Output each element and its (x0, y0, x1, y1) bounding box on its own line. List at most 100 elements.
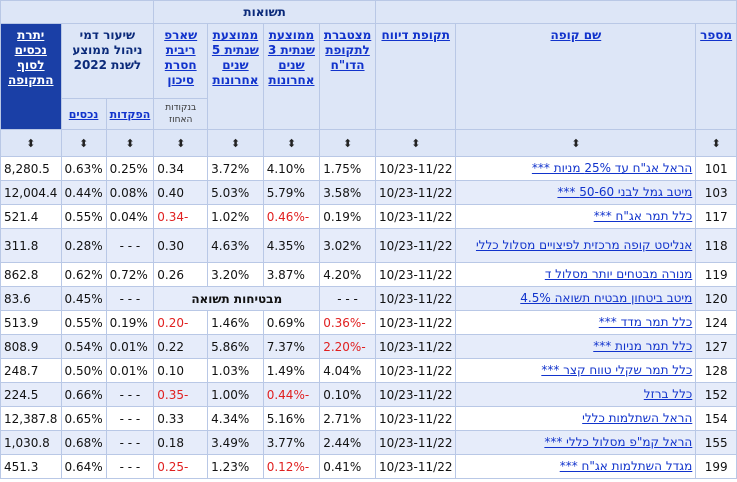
fund-name-link[interactable]: מיטב גמל לבני 50-60 *** (455, 180, 697, 205)
fund-number: 103 (695, 180, 737, 205)
sort-icon[interactable]: ⬍ (0, 129, 62, 157)
mgmt-fee-deposits: - - - (105, 228, 155, 263)
report-period: 10/23-11/22 (374, 180, 457, 205)
fund-name-text[interactable]: הראל אג"ח עד 25% מניות *** (531, 161, 693, 175)
fund-name-text[interactable]: מיטב ביטחון מבטיח תשואה 4.5% (520, 291, 693, 305)
asset-balance: 862.8 (0, 262, 62, 287)
cumulative-return: 1.75% (319, 156, 376, 181)
fund-name-text[interactable]: הראל קמ"פ מסלול כללי *** (544, 435, 693, 449)
report-period: 10/23-11/22 (374, 310, 457, 335)
report-period: 10/23-11/22 (374, 406, 457, 431)
mgmt-fee-assets: 0.50% (60, 358, 107, 383)
sharpe-ratio: 0.18 (153, 430, 209, 455)
fund-name-link[interactable]: כלל תמר שקלי טווח קצר *** (455, 358, 697, 383)
cumulative-return: 4.20% (319, 262, 376, 287)
mgmt-fee-assets: 0.28% (60, 228, 107, 263)
avg-return-5y: 1.03% (207, 358, 264, 383)
report-period: 10/23-11/22 (374, 382, 457, 407)
table-row: 127 כלל תמר מניות *** 10/23-11/22 -2.20% 7.3… (0, 334, 737, 359)
avg-return-3y: 4.10% (262, 156, 321, 181)
col-header-period[interactable]: תקופת דיווח (374, 23, 457, 130)
asset-balance: 8,280.5 (0, 156, 62, 181)
sort-icon[interactable]: ⬍ (695, 129, 737, 157)
col-header-sharpe[interactable]: שארפ ריבית חסרת סיכון (153, 22, 209, 100)
fund-name-text[interactable]: מיטב גמל לבני 50-60 *** (557, 185, 693, 199)
avg-return-3y: 1.49% (262, 358, 321, 383)
sort-icon[interactable]: ⬍ (105, 129, 155, 157)
table-row: 101 הראל אג"ח עד 25% מניות *** 10/23-11/22… (0, 156, 737, 181)
mgmt-fee-deposits: - - - (105, 406, 155, 431)
table-row: 118 אנליסט קופה מרכזית לפיצויים מסלול כלל… (0, 228, 737, 263)
sharpe-ratio: -0.25 (153, 454, 209, 479)
mgmt-fee-deposits: - - - (105, 454, 155, 479)
col-header-number[interactable]: מספר (695, 23, 737, 130)
col-header-avg5[interactable]: ממוצעת שנתית 5 שנים אחרונות (207, 23, 264, 130)
col-header-name[interactable]: שם קופה (455, 23, 697, 130)
fund-name-text[interactable]: כלל תמר אג"ח *** (593, 209, 693, 223)
sort-icon[interactable]: ⬍ (374, 129, 457, 157)
cumulative-return: - - - (319, 286, 376, 311)
mgmt-fee-deposits: 0.01% (105, 358, 155, 383)
fund-name-link[interactable]: כלל תמר אג"ח *** (455, 204, 697, 229)
fund-number: 127 (695, 334, 737, 359)
fund-name-link[interactable]: מגדל השתלמות אג"ח *** (455, 454, 697, 479)
returns-group-header: תשואות (153, 0, 376, 24)
fund-name-link[interactable]: מנורה מבטחים יותר מסלול ד (455, 262, 697, 287)
fund-number: 199 (695, 454, 737, 479)
fund-name-link[interactable]: כלל תמר מניות *** (455, 334, 697, 359)
asset-balance: 12,004.4 (0, 180, 62, 205)
asset-balance: 513.9 (0, 310, 62, 335)
fund-name-text[interactable]: מנורה מבטחים יותר מסלול ד (544, 267, 693, 281)
mgmt-fee-assets: 0.44% (60, 180, 107, 205)
sort-icon[interactable]: ⬍ (319, 129, 376, 157)
fund-name-link[interactable]: הראל קמ"פ מסלול כללי *** (455, 430, 697, 455)
fund-name-text[interactable]: כלל ברזל (643, 387, 693, 401)
sort-icon[interactable]: ⬍ (207, 129, 264, 157)
cumulative-return: 0.41% (319, 454, 376, 479)
sharpe-ratio: -0.20 (153, 310, 209, 335)
sort-icon[interactable]: ⬍ (60, 129, 107, 157)
report-period: 10/23-11/22 (374, 204, 457, 229)
report-period: 10/23-11/22 (374, 228, 457, 263)
report-period: 10/23-11/22 (374, 334, 457, 359)
avg-return-5y: 5.03% (207, 180, 264, 205)
mgmt-fee-assets: 0.64% (60, 454, 107, 479)
fund-name-text[interactable]: הראל השתלמות כללי (582, 411, 693, 425)
table-row: 152 כלל ברזל 10/23-11/22 0.10% -0.44% 1.00% -0… (0, 382, 737, 407)
mgmt-fee-deposits: - - - (105, 430, 155, 455)
fund-name-link[interactable]: הראל השתלמות כללי (455, 406, 697, 431)
sort-icon[interactable]: ⬍ (262, 129, 321, 157)
sort-icon[interactable]: ⬍ (455, 129, 697, 157)
fund-name-link[interactable]: הראל אג"ח עד 25% מניות *** (455, 156, 697, 181)
cumulative-return: 4.04% (319, 358, 376, 383)
mgmt-fee-assets: 0.63% (60, 156, 107, 181)
fund-name-link[interactable]: אנליסט קופה מרכזית לפיצויים מסלול כללי (455, 228, 697, 263)
avg-return-5y: 1.00% (207, 382, 264, 407)
avg-return-5y: 4.63% (207, 228, 264, 263)
asset-balance: 451.3 (0, 454, 62, 479)
fund-number: 128 (695, 358, 737, 383)
fund-name-link[interactable]: כלל תמר מדד *** (455, 310, 697, 335)
col-header-cumulative[interactable]: מצטברת לתקופת הדו"ח (319, 23, 376, 130)
sort-icon[interactable]: ⬍ (153, 129, 209, 157)
cumulative-return: 3.02% (319, 228, 376, 263)
cumulative-return: 0.19% (319, 204, 376, 229)
fund-name-text[interactable]: מגדל השתלמות אג"ח *** (559, 459, 693, 473)
fund-name-text[interactable]: כלל תמר מניות *** (593, 339, 693, 353)
col-header-mgmt-fee: שיעור דמי ניהול ממוצע לשנת 2022 (60, 22, 155, 100)
funds-table-body: 101 הראל אג"ח עד 25% מניות *** 10/23-11/22… (0, 156, 737, 479)
fund-name-text[interactable]: כלל תמר מדד *** (598, 315, 693, 329)
sharpe-ratio: 0.10 (153, 358, 209, 383)
col-header-mgmt-assets[interactable]: נכסים (60, 98, 107, 130)
avg-return-3y: 4.35% (262, 228, 321, 263)
fund-name-text[interactable]: אנליסט קופה מרכזית לפיצויים מסלול כללי (475, 238, 693, 252)
fund-name-link[interactable]: מיטב ביטחון מבטיח תשואה 4.5% (455, 286, 697, 311)
avg-return-3y: -0.12% (262, 454, 321, 479)
sharpe-ratio: 0.40 (153, 180, 209, 205)
fund-name-link[interactable]: כלל ברזל (455, 382, 697, 407)
fund-name-text[interactable]: כלל תמר שקלי טווח קצר *** (541, 363, 693, 377)
col-header-avg3[interactable]: ממוצעת שנתית 3 שנים אחרונות (262, 23, 321, 130)
col-header-mgmt-deposits[interactable]: הפקדות (105, 98, 155, 130)
col-header-balance[interactable]: יתרת נכסים לסוף התקופה (0, 23, 62, 130)
